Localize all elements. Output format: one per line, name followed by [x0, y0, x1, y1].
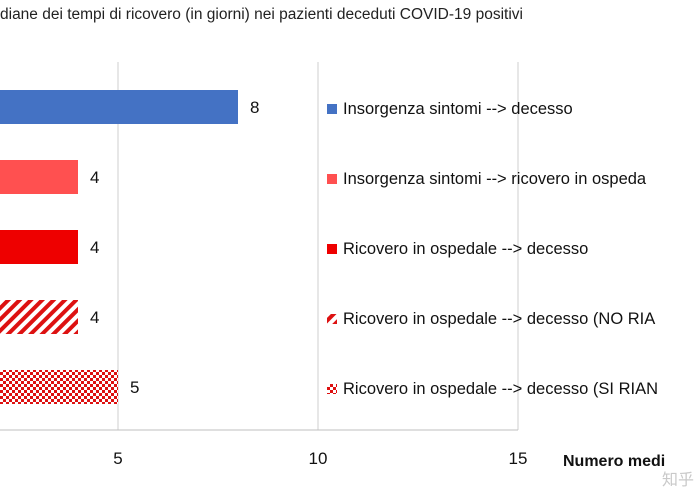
bar-3 — [0, 230, 78, 264]
bar-value-label: 5 — [130, 378, 139, 397]
legend-swatch — [327, 384, 337, 394]
bar-value-label: 4 — [90, 238, 99, 257]
legend-swatch — [327, 104, 337, 114]
legend-label: Insorgenza sintomi --> decesso — [343, 100, 573, 118]
legend-label: Insorgenza sintomi --> ricovero in osped… — [343, 170, 647, 188]
watermark: 知乎 — [661, 470, 694, 489]
bar-value-label: 8 — [250, 98, 259, 117]
bar-1 — [0, 90, 238, 124]
bar-value-label: 4 — [90, 168, 99, 187]
chart-title: diane dei tempi di ricovero (in giorni) … — [0, 6, 523, 23]
x-tick-label: 5 — [113, 449, 122, 468]
x-tick-label: 10 — [309, 449, 328, 468]
legend-label: Ricovero in ospedale --> decesso (SI RIA… — [343, 380, 658, 398]
bar-2 — [0, 160, 78, 194]
bar-5 — [0, 370, 118, 404]
x-axis: 5 10 15 Numero medi — [0, 429, 665, 470]
legend-swatch — [327, 314, 337, 324]
legend-label: Ricovero in ospedale --> decesso — [343, 240, 588, 258]
legend: Insorgenza sintomi --> decesso Insorgenza… — [327, 100, 658, 398]
legend-swatch — [327, 244, 337, 254]
bars: 8 4 4 4 5 — [0, 90, 259, 404]
bar-value-label: 4 — [90, 308, 99, 327]
x-tick-label: 15 — [509, 449, 528, 468]
legend-label: Ricovero in ospedale --> decesso (NO RIA — [343, 310, 655, 328]
x-axis-label: Numero medi — [563, 453, 665, 470]
bar-4 — [0, 300, 78, 334]
legend-swatch — [327, 174, 337, 184]
